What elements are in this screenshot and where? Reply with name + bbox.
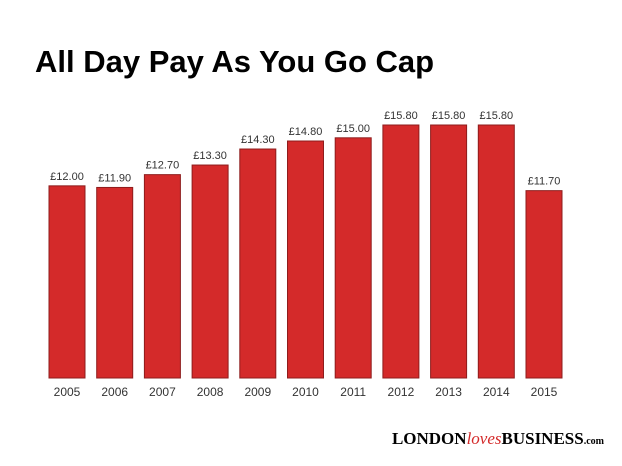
logo-part: loves (467, 429, 502, 448)
x-tick-label: 2013 (435, 385, 462, 399)
x-tick-label: 2009 (244, 385, 271, 399)
bar (477, 124, 515, 379)
bar (430, 124, 468, 379)
bar (96, 186, 134, 379)
x-tick-label: 2015 (531, 385, 558, 399)
value-label: £12.00 (50, 171, 84, 183)
value-label: £14.80 (289, 126, 323, 138)
chart-title: All Day Pay As You Go Cap (35, 44, 434, 79)
value-label: £12.70 (146, 160, 180, 172)
logo-part: LONDON (392, 429, 467, 448)
logo-part: BUSINESS (502, 429, 584, 448)
value-label: £15.80 (384, 110, 418, 122)
x-tick-label: 2011 (340, 385, 366, 399)
bar (525, 190, 563, 379)
x-tick-label: 2012 (388, 385, 415, 399)
bar (287, 140, 324, 379)
value-label: £15.80 (479, 110, 513, 122)
bar (382, 124, 420, 379)
bar (191, 164, 229, 379)
bar (239, 148, 277, 379)
value-label: £15.80 (432, 110, 466, 122)
x-tick-label: 2010 (292, 385, 319, 399)
bar (48, 185, 86, 379)
value-label: £13.30 (193, 150, 227, 162)
x-tick-label: 2014 (483, 385, 510, 399)
x-tick-label: 2006 (101, 385, 128, 399)
bar (334, 137, 372, 379)
source-logo: LONDONlovesBUSINESS.com (392, 429, 605, 448)
bar (143, 174, 181, 379)
value-label: £14.30 (241, 134, 275, 146)
value-label: £11.90 (98, 172, 131, 184)
x-tick-label: 2008 (197, 385, 224, 399)
logo-part: .com (584, 436, 605, 447)
x-tick-label: 2005 (54, 385, 81, 399)
x-tick-label: 2007 (149, 385, 176, 399)
value-label: £15.00 (336, 123, 370, 135)
value-label: £11.70 (528, 176, 561, 188)
